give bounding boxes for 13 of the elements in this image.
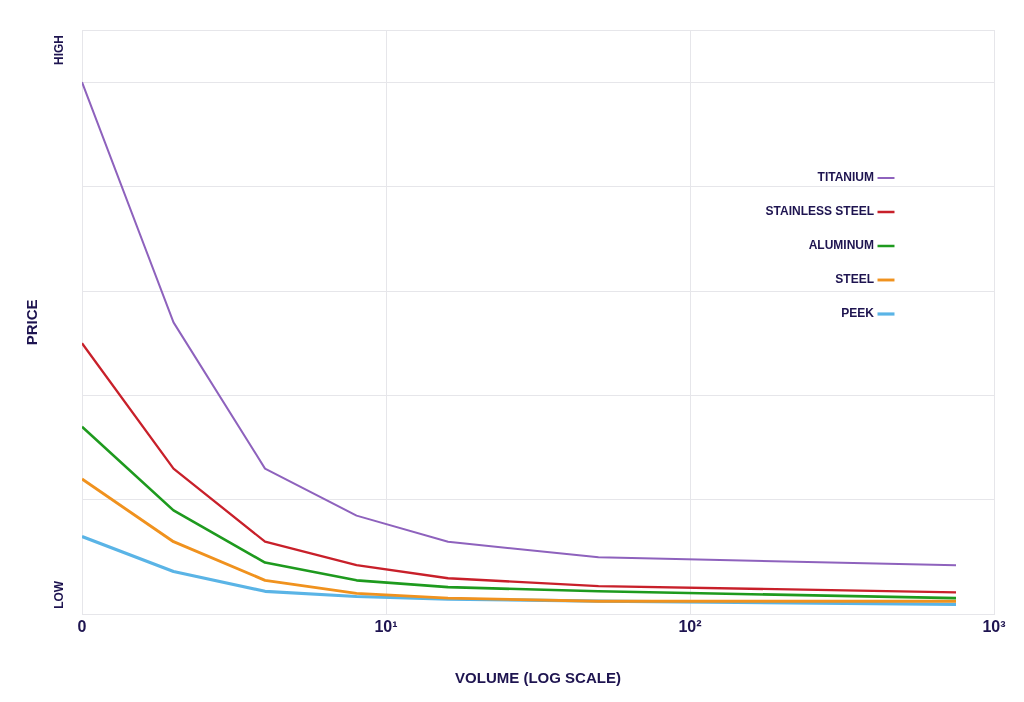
x-axis-title: VOLUME (LOG SCALE) bbox=[455, 669, 621, 687]
text: LOW bbox=[52, 580, 67, 609]
legend-label: TITANIUM bbox=[817, 170, 874, 185]
y-axis-title: PRICE bbox=[23, 299, 41, 346]
legend-label: STAINLESS STEEL bbox=[765, 204, 874, 219]
text: HIGH bbox=[52, 35, 67, 65]
legend-label: ALUMINUM bbox=[808, 238, 874, 253]
legend-label: PEEK bbox=[841, 306, 875, 321]
x-tick-label: 10³ bbox=[982, 617, 1006, 635]
x-tick-label: 10¹ bbox=[374, 617, 398, 635]
x-tick-label: 10² bbox=[678, 617, 702, 635]
legend-label: STEEL bbox=[835, 272, 874, 287]
x-tick-label: 0 bbox=[77, 617, 87, 635]
